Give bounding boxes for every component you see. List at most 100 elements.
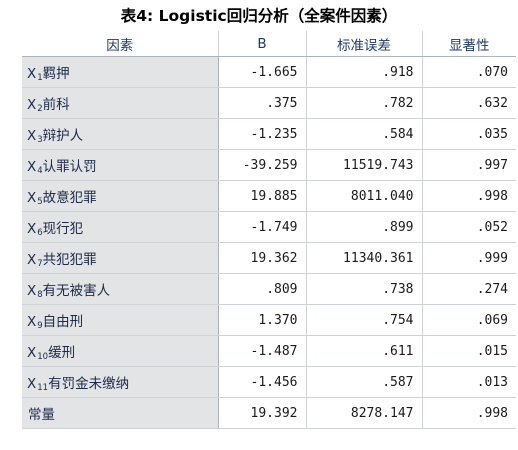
variable-prefix: X bbox=[27, 344, 37, 361]
b-value-cell: -1.487 bbox=[217, 335, 306, 367]
variable-subscript: 6 bbox=[37, 227, 43, 238]
regression-table: 因素 B 标准误差 显著性 X1羁押 -1.665.918.070 X2前科 .375… bbox=[22, 31, 516, 429]
significance-cell: .998 bbox=[421, 397, 516, 429]
variable-prefix: X bbox=[27, 127, 37, 144]
table-row: X11有罚金未缴纳 -1.456.587.013 bbox=[22, 366, 516, 398]
variable-prefix: X bbox=[27, 189, 37, 206]
std-error-cell: .738 bbox=[305, 273, 422, 305]
b-value-cell: 19.362 bbox=[217, 242, 306, 274]
b-value-cell: -1.456 bbox=[217, 366, 306, 398]
factor-name: 有罚金未缴纳 bbox=[48, 375, 130, 392]
header-std-error: 标准误差 bbox=[305, 31, 422, 57]
table-row: X4认罪认罚 -39.259 11519.743.997 bbox=[22, 149, 516, 181]
variable-subscript: 1 bbox=[37, 72, 43, 83]
std-error-cell: .587 bbox=[305, 366, 422, 398]
significance-cell: .052 bbox=[421, 211, 516, 243]
b-value-cell: 19.392 bbox=[217, 397, 306, 429]
variable-prefix: X bbox=[27, 65, 37, 82]
std-error-cell: .754 bbox=[305, 304, 422, 336]
table-row: X1羁押 -1.665.918.070 bbox=[22, 56, 516, 88]
table-row: X3辩护人 -1.235.584.035 bbox=[22, 118, 516, 150]
header-b: B bbox=[217, 31, 306, 57]
variable-subscript: 9 bbox=[37, 320, 43, 331]
factor-cell: X10缓刑 bbox=[22, 335, 219, 367]
variable-subscript: 5 bbox=[37, 196, 43, 207]
variable-prefix: X bbox=[27, 251, 37, 268]
factor-cell: X7共犯犯罪 bbox=[22, 242, 219, 274]
b-value-cell: 19.885 bbox=[217, 180, 306, 212]
factor-cell: X5故意犯罪 bbox=[22, 180, 219, 212]
b-value-cell: -39.259 bbox=[217, 149, 306, 181]
variable-prefix: X bbox=[27, 220, 37, 237]
std-error-cell: 8011.040 bbox=[305, 180, 422, 212]
factor-cell: X3辩护人 bbox=[22, 118, 219, 150]
std-error-cell: .611 bbox=[305, 335, 422, 367]
factor-name: 常量 bbox=[28, 406, 55, 423]
header-row: 因素 B 标准误差 显著性 bbox=[22, 31, 516, 57]
factor-name: 认罪认罚 bbox=[42, 158, 97, 175]
table-row: 常量 19.392 8278.147.998 bbox=[22, 397, 516, 429]
variable-subscript: 4 bbox=[37, 165, 43, 176]
variable-prefix: X bbox=[27, 158, 37, 175]
std-error-cell: .782 bbox=[305, 87, 422, 119]
header-significance: 显著性 bbox=[421, 31, 516, 57]
table-title: 表4: Logistic回归分析（全案件因素） bbox=[120, 7, 398, 25]
significance-cell: .035 bbox=[421, 118, 516, 150]
factor-name: 故意犯罪 bbox=[42, 189, 97, 206]
variable-subscript: 3 bbox=[37, 134, 43, 145]
variable-subscript: 7 bbox=[37, 258, 43, 269]
factor-name: 辩护人 bbox=[42, 127, 84, 144]
variable-prefix: X bbox=[27, 282, 37, 299]
b-value-cell: .809 bbox=[217, 273, 306, 305]
std-error-cell: 11340.361 bbox=[305, 242, 422, 274]
table-row: X2前科 .375.782.632 bbox=[22, 87, 516, 119]
factor-cell: X11有罚金未缴纳 bbox=[22, 366, 219, 398]
significance-cell: .632 bbox=[421, 87, 516, 119]
table-row: X6现行犯 -1.749.899.052 bbox=[22, 211, 516, 243]
table-row: X5故意犯罪 19.885 8011.040.998 bbox=[22, 180, 516, 212]
factor-name: 前科 bbox=[42, 96, 70, 113]
significance-cell: .069 bbox=[421, 304, 516, 336]
factor-name: 缓刑 bbox=[48, 344, 76, 361]
std-error-cell: .584 bbox=[305, 118, 422, 150]
variable-subscript: 10 bbox=[37, 351, 49, 362]
significance-cell: .015 bbox=[421, 335, 516, 367]
b-value-cell: -1.665 bbox=[217, 56, 306, 88]
b-value-cell: 1.370 bbox=[217, 304, 306, 336]
variable-prefix: X bbox=[27, 313, 37, 330]
b-value-cell: .375 bbox=[217, 87, 306, 119]
variable-subscript: 11 bbox=[37, 382, 49, 393]
variable-subscript: 8 bbox=[37, 289, 43, 300]
factor-cell: X2前科 bbox=[22, 87, 219, 119]
b-value-cell: -1.749 bbox=[217, 211, 306, 243]
variable-prefix: X bbox=[27, 375, 37, 392]
factor-cell: 常量 bbox=[22, 397, 219, 429]
significance-cell: .013 bbox=[421, 366, 516, 398]
factor-name: 现行犯 bbox=[42, 220, 84, 237]
b-value-cell: -1.235 bbox=[217, 118, 306, 150]
variable-prefix: X bbox=[27, 96, 37, 113]
table-row: X9自由刑 1.370.754.069 bbox=[22, 304, 516, 336]
header-factor: 因素 bbox=[22, 31, 218, 57]
significance-cell: .274 bbox=[421, 273, 516, 305]
std-error-cell: .918 bbox=[305, 56, 422, 88]
significance-cell: .998 bbox=[421, 180, 516, 212]
std-error-cell: 8278.147 bbox=[305, 397, 422, 429]
factor-cell: X6现行犯 bbox=[22, 211, 219, 243]
table-row: X10缓刑 -1.487.611.015 bbox=[22, 335, 516, 367]
table-row: X8有无被害人 .809.738.274 bbox=[22, 273, 516, 305]
table-row: X7共犯犯罪 19.362 11340.361.999 bbox=[22, 242, 516, 274]
factor-cell: X1羁押 bbox=[22, 56, 219, 88]
factor-cell: X8有无被害人 bbox=[22, 273, 219, 305]
std-error-cell: 11519.743 bbox=[305, 149, 422, 181]
factor-name: 羁押 bbox=[42, 65, 70, 82]
factor-name: 自由刑 bbox=[42, 313, 84, 330]
variable-subscript: 2 bbox=[37, 103, 43, 114]
std-error-cell: .899 bbox=[305, 211, 422, 243]
factor-cell: X9自由刑 bbox=[22, 304, 219, 336]
factor-name: 共犯犯罪 bbox=[42, 251, 97, 268]
factor-cell: X4认罪认罚 bbox=[22, 149, 219, 181]
factor-name: 有无被害人 bbox=[42, 282, 111, 299]
significance-cell: .999 bbox=[421, 242, 516, 274]
significance-cell: .997 bbox=[421, 149, 516, 181]
